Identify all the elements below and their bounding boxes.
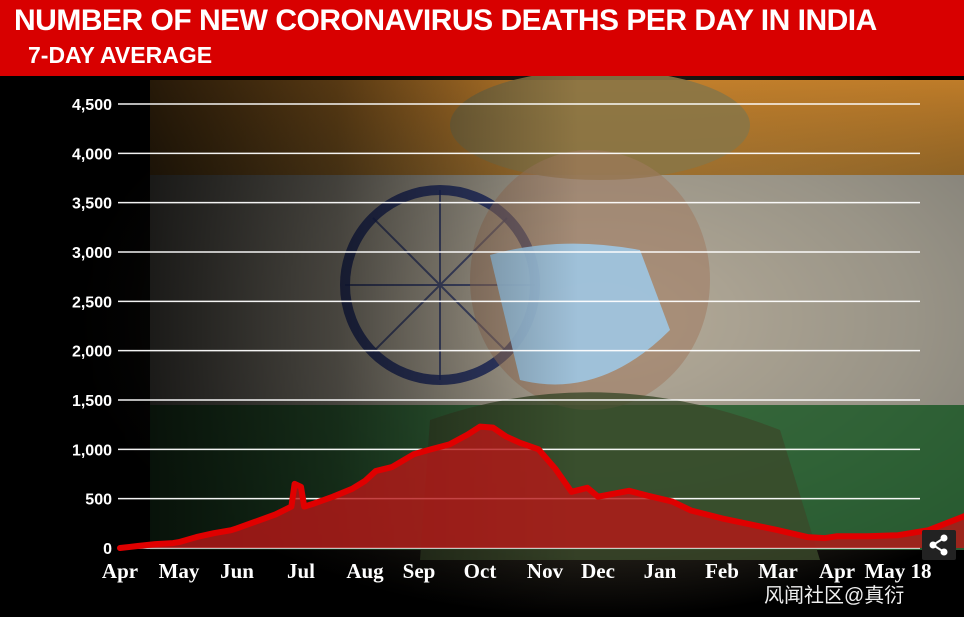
y-tick-label: 2,000 <box>72 344 112 361</box>
watermark: 风闻社区@真衍 <box>764 585 905 607</box>
x-tick-label: Sep <box>403 559 436 583</box>
y-axis-ticks: 0 500 1,000 1,500 2,000 2,500 3,000 3,500 4,000 4… <box>72 97 112 558</box>
series-line <box>117 423 964 551</box>
x-tick-label: Oct <box>464 559 497 583</box>
share-icon <box>929 534 948 556</box>
y-tick-label: 4,000 <box>72 146 112 163</box>
x-tick-label: May 18 <box>864 559 931 583</box>
y-tick-label: 1,000 <box>72 442 112 459</box>
background-photo <box>0 70 964 617</box>
y-tick-label: 3,500 <box>72 196 112 213</box>
x-tick-label: Aug <box>346 559 384 583</box>
header-banner: NUMBER OF NEW CORONAVIRUS DEATHS PER DAY… <box>0 0 964 76</box>
x-tick-label: Apr <box>819 559 855 583</box>
x-tick-label: Dec <box>581 559 615 583</box>
x-tick-label: May <box>159 559 200 583</box>
y-tick-label: 0 <box>103 541 112 558</box>
chart-title: NUMBER OF NEW CORONAVIRUS DEATHS PER DAY… <box>14 4 877 37</box>
x-tick-label: Jul <box>287 559 315 583</box>
x-tick-label: Apr <box>102 559 138 583</box>
y-tick-label: 1,500 <box>72 393 112 410</box>
chart-subtitle: 7-DAY AVERAGE <box>28 42 213 68</box>
x-tick-label: Nov <box>527 559 564 583</box>
y-tick-label: 2,500 <box>72 294 112 311</box>
y-tick-label: 4,500 <box>72 97 112 114</box>
series-area <box>120 426 964 548</box>
x-tick-label: Mar <box>758 559 798 583</box>
x-tick-label: Feb <box>705 559 739 583</box>
y-tick-label: 500 <box>85 492 112 509</box>
x-tick-label: Jun <box>220 559 254 583</box>
share-button[interactable] <box>922 530 956 560</box>
x-axis-ticks: Apr May Jun Jul Aug Sep Oct Nov Dec Jan Feb Mar Apr M… <box>102 559 932 583</box>
y-tick-label: 3,000 <box>72 245 112 262</box>
x-tick-label: Jan <box>644 559 677 583</box>
